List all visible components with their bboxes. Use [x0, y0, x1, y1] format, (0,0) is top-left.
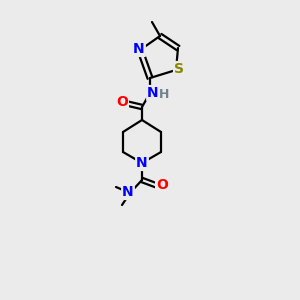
Text: N: N — [122, 185, 134, 199]
Text: S: S — [174, 62, 184, 76]
Text: N: N — [133, 42, 145, 56]
Text: N: N — [136, 156, 148, 170]
Text: O: O — [116, 95, 128, 109]
Text: O: O — [156, 178, 168, 192]
Text: H: H — [159, 88, 169, 100]
Text: N: N — [147, 86, 159, 100]
